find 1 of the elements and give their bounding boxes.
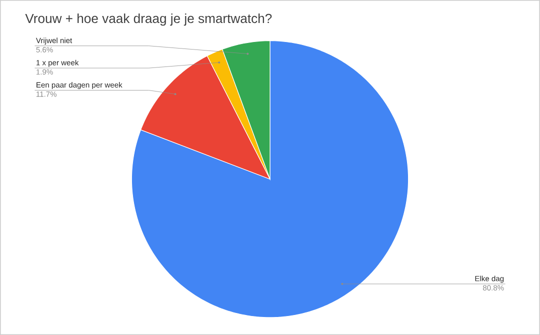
chart-title: Vrouw + hoe vaak draag je je smartwatch? [25,13,272,26]
